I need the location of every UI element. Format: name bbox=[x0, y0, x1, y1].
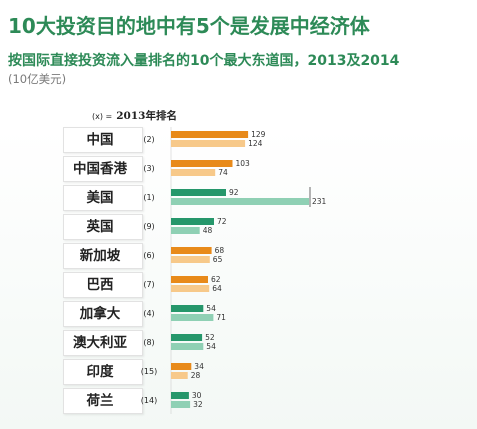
country-box: 新加坡 bbox=[63, 243, 143, 269]
country-box: 中国香港 bbox=[63, 156, 143, 182]
bar-2013 bbox=[171, 198, 309, 205]
rank-label: (15) bbox=[140, 367, 158, 376]
country-label: 美国 bbox=[86, 190, 114, 206]
bar-2014 bbox=[171, 392, 189, 399]
value-label: 74 bbox=[218, 168, 228, 177]
rank-label: (2) bbox=[143, 135, 155, 144]
bar-2014 bbox=[171, 218, 214, 225]
bar-2013 bbox=[171, 372, 188, 379]
bar-2013 bbox=[171, 343, 204, 350]
rank-label: (7) bbox=[143, 280, 155, 289]
rank-header: (x) = 2013年排名 bbox=[92, 108, 177, 123]
chart-title: 10大投资目的地中有5个是发展中经济体 bbox=[8, 14, 370, 38]
bar-2013 bbox=[171, 401, 191, 408]
country-label: 英国 bbox=[86, 219, 114, 235]
bar-2014 bbox=[171, 189, 226, 196]
country-label: 中国 bbox=[86, 132, 114, 148]
bar-2013 bbox=[171, 227, 200, 234]
bar-2013 bbox=[171, 314, 214, 321]
rank-header-key: (x) = bbox=[92, 112, 113, 121]
value-label: 231 bbox=[312, 197, 327, 206]
country-label: 澳大利亚 bbox=[73, 335, 127, 351]
value-label: 28 bbox=[191, 371, 201, 380]
value-label: 92 bbox=[229, 188, 239, 197]
value-label: 68 bbox=[215, 246, 225, 255]
country-label: 巴西 bbox=[86, 277, 114, 293]
country-box: 澳大利亚 bbox=[63, 330, 143, 356]
value-label: 54 bbox=[206, 304, 216, 313]
rank-label: (8) bbox=[143, 338, 155, 347]
bar-2014 bbox=[171, 160, 233, 167]
rank-label: (9) bbox=[143, 222, 155, 231]
country-label: 印度 bbox=[86, 364, 114, 380]
country-box: 印度 bbox=[63, 359, 143, 385]
country-label: 中国香港 bbox=[73, 161, 127, 177]
country-box: 中国 bbox=[63, 127, 143, 153]
bar-2013 bbox=[171, 256, 210, 263]
bar-2014 bbox=[171, 131, 249, 138]
country-box: 加拿大 bbox=[63, 301, 143, 327]
country-label: 新加坡 bbox=[79, 248, 121, 264]
rank-header-label: 2013年排名 bbox=[116, 110, 177, 122]
country-label: 加拿大 bbox=[79, 306, 121, 322]
value-label: 34 bbox=[194, 362, 204, 371]
bar-2013 bbox=[171, 285, 210, 292]
value-label: 30 bbox=[192, 391, 202, 400]
chart-subtitle: 按国际直接投资流入量排名的10个最大东道国，2013及2014 bbox=[8, 53, 400, 69]
country-label: 荷兰 bbox=[86, 393, 114, 409]
bar-2013 bbox=[171, 169, 216, 176]
value-label: 48 bbox=[203, 226, 213, 235]
bar-2014 bbox=[171, 305, 204, 312]
value-label: 52 bbox=[205, 333, 215, 342]
value-label: 65 bbox=[213, 255, 223, 264]
value-label: 129 bbox=[251, 130, 266, 139]
value-label: 103 bbox=[236, 159, 251, 168]
country-box: 英国 bbox=[63, 214, 143, 240]
value-label: 32 bbox=[193, 400, 203, 409]
bar-2014 bbox=[171, 276, 208, 283]
bar-2013 bbox=[171, 140, 246, 147]
bar-2014 bbox=[171, 363, 192, 370]
rank-label: (4) bbox=[143, 309, 155, 318]
value-label: 71 bbox=[216, 313, 226, 322]
country-box: 巴西 bbox=[63, 272, 143, 298]
value-label: 124 bbox=[248, 139, 263, 148]
country-box: 荷兰 bbox=[63, 388, 143, 414]
unit-label: (10亿美元) bbox=[8, 72, 67, 86]
rank-label: (1) bbox=[143, 193, 155, 202]
rank-label: (3) bbox=[143, 164, 155, 173]
bar-2014 bbox=[171, 247, 212, 254]
rank-label: (14) bbox=[140, 396, 158, 405]
value-label: 54 bbox=[206, 342, 216, 351]
rank-label: (6) bbox=[143, 251, 155, 260]
value-label: 62 bbox=[211, 275, 221, 284]
bar-2014 bbox=[171, 334, 203, 341]
value-label: 64 bbox=[212, 284, 222, 293]
value-label: 72 bbox=[217, 217, 227, 226]
country-box: 美国 bbox=[63, 185, 143, 211]
